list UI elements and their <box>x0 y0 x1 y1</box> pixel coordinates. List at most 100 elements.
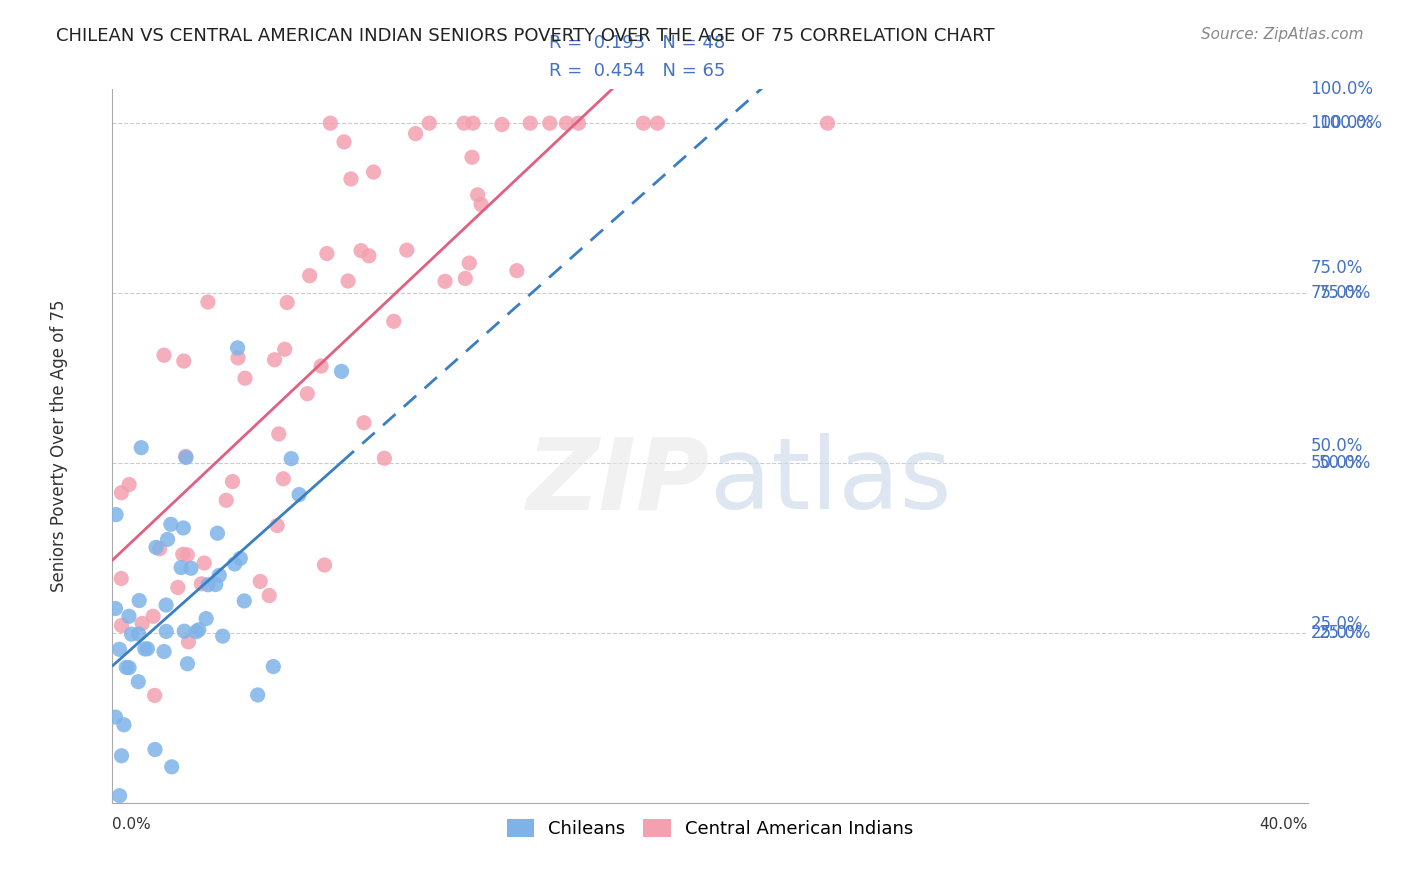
Point <box>274 343 297 357</box>
Point <box>142 609 165 624</box>
Point <box>129 441 152 455</box>
Point <box>333 135 356 149</box>
Text: 75.0%: 75.0% <box>1319 284 1371 302</box>
Point <box>467 187 489 202</box>
Point <box>357 249 380 263</box>
Point <box>118 660 141 674</box>
Point <box>204 577 226 591</box>
Point <box>173 624 195 639</box>
Point <box>174 450 197 464</box>
Point <box>470 197 492 211</box>
Point <box>817 116 839 130</box>
Point <box>108 642 131 657</box>
Text: 100.0%: 100.0% <box>1310 80 1374 98</box>
Point <box>233 594 256 608</box>
Text: 100.0%: 100.0% <box>1310 114 1374 132</box>
Point <box>350 244 373 258</box>
Point <box>172 547 194 561</box>
Point <box>112 718 135 732</box>
Point <box>207 526 229 541</box>
Text: atlas: atlas <box>710 434 952 530</box>
Point <box>353 416 375 430</box>
Point <box>288 487 311 501</box>
Point <box>316 246 339 260</box>
Point <box>405 127 427 141</box>
Point <box>160 517 183 532</box>
Text: 0.0%: 0.0% <box>112 817 152 832</box>
Point <box>193 556 215 570</box>
Point <box>115 660 138 674</box>
Point <box>153 644 176 658</box>
Point <box>160 760 183 774</box>
Point <box>229 551 252 566</box>
Point <box>118 477 141 491</box>
Point <box>170 560 193 574</box>
Point <box>197 295 219 310</box>
Point <box>330 364 353 378</box>
Text: 50.0%: 50.0% <box>1310 437 1362 455</box>
Point <box>257 589 280 603</box>
Point <box>186 624 208 639</box>
Point <box>233 371 256 385</box>
Point <box>166 581 188 595</box>
Point <box>108 789 131 803</box>
Point <box>211 629 233 643</box>
Point <box>538 116 561 130</box>
Point <box>177 635 200 649</box>
Point <box>176 657 198 671</box>
Point <box>567 116 589 130</box>
Point <box>128 627 150 641</box>
Point <box>153 348 176 362</box>
Text: 50.0%: 50.0% <box>1319 454 1371 472</box>
Point <box>110 618 132 632</box>
Point <box>309 359 332 373</box>
Text: 50.0%: 50.0% <box>1310 454 1362 472</box>
Point <box>271 472 294 486</box>
Point <box>340 172 363 186</box>
Point <box>363 165 385 179</box>
Point <box>128 593 150 607</box>
Text: Seniors Poverty Over the Age of 75: Seniors Poverty Over the Age of 75 <box>49 300 67 592</box>
Point <box>633 116 655 130</box>
Point <box>134 641 156 656</box>
Point <box>104 601 127 615</box>
Text: 25.0%: 25.0% <box>1310 615 1362 633</box>
Point <box>453 116 475 130</box>
Point <box>145 541 167 555</box>
Text: R =  0.454   N = 65: R = 0.454 N = 65 <box>548 62 725 80</box>
Point <box>110 748 132 763</box>
Point <box>127 674 149 689</box>
Point <box>458 256 481 270</box>
Text: 75.0%: 75.0% <box>1310 284 1362 302</box>
Point <box>395 243 418 257</box>
Point <box>226 341 249 355</box>
Point <box>249 574 271 589</box>
Point <box>280 451 302 466</box>
Point <box>136 641 159 656</box>
Point <box>266 518 288 533</box>
Text: 40.0%: 40.0% <box>1260 817 1308 832</box>
Text: R =  0.193   N = 48: R = 0.193 N = 48 <box>548 34 725 52</box>
Point <box>491 118 513 132</box>
Point <box>418 116 440 130</box>
Point <box>208 568 231 582</box>
Point <box>226 351 249 365</box>
Text: 100.0%: 100.0% <box>1319 114 1382 132</box>
Point <box>172 521 194 535</box>
Point <box>373 451 395 466</box>
Legend: Chileans, Central American Indians: Chileans, Central American Indians <box>494 806 927 851</box>
Point <box>215 493 238 508</box>
Point <box>519 116 541 130</box>
Point <box>121 627 143 641</box>
Point <box>221 475 243 489</box>
Point <box>110 485 132 500</box>
Point <box>262 659 284 673</box>
Point <box>104 710 127 724</box>
Point <box>461 116 484 130</box>
Point <box>118 609 141 624</box>
Point <box>224 557 246 571</box>
Point <box>148 541 170 556</box>
Point <box>382 314 405 328</box>
Point <box>337 274 360 288</box>
Point <box>434 274 457 288</box>
